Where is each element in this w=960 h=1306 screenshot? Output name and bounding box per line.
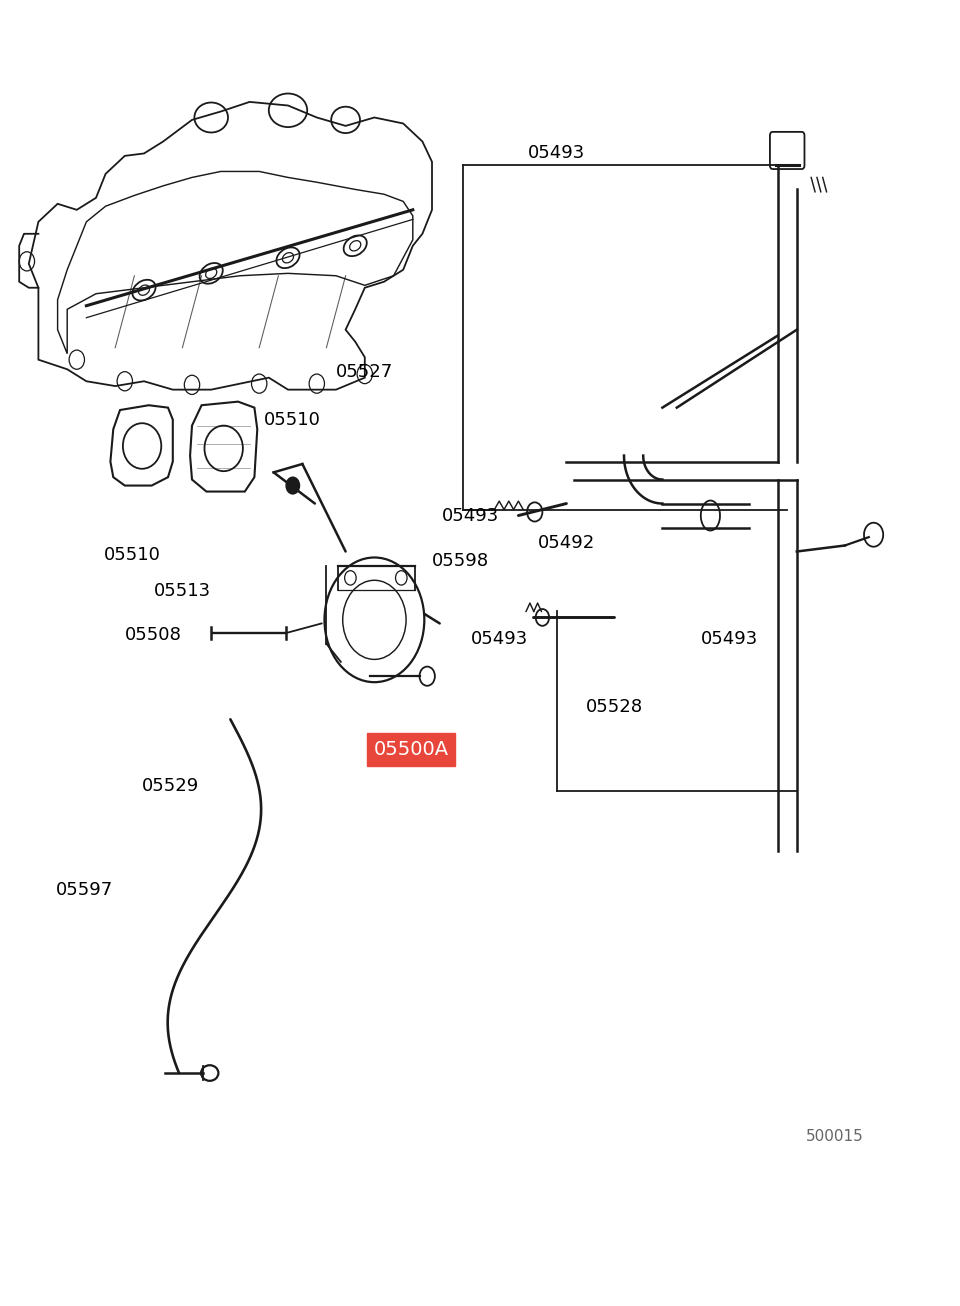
Text: 05493: 05493 bbox=[470, 629, 528, 648]
Text: 05597: 05597 bbox=[56, 880, 113, 899]
Text: 05598: 05598 bbox=[432, 552, 490, 571]
Text: 05493: 05493 bbox=[701, 629, 758, 648]
Text: 05529: 05529 bbox=[142, 777, 200, 795]
Text: 05492: 05492 bbox=[538, 534, 595, 552]
Text: 05527: 05527 bbox=[336, 363, 394, 380]
Text: 05508: 05508 bbox=[125, 627, 182, 644]
Text: 05510: 05510 bbox=[264, 410, 322, 428]
Text: 05493: 05493 bbox=[442, 507, 499, 525]
Text: 05528: 05528 bbox=[586, 699, 643, 717]
Text: 05500A: 05500A bbox=[373, 739, 448, 759]
Text: MITSUBISHI - MD130748    N - 05500A: MITSUBISHI - MD130748 N - 05500A bbox=[188, 1238, 772, 1267]
Text: 500015: 500015 bbox=[806, 1130, 864, 1144]
Circle shape bbox=[286, 477, 300, 494]
Text: 05510: 05510 bbox=[104, 546, 161, 564]
Text: 05513: 05513 bbox=[154, 582, 211, 599]
Text: 05493: 05493 bbox=[528, 145, 586, 162]
FancyBboxPatch shape bbox=[770, 132, 804, 168]
